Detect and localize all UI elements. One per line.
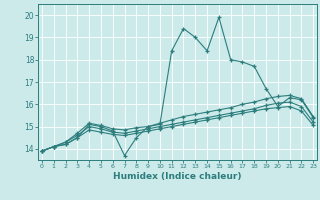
X-axis label: Humidex (Indice chaleur): Humidex (Indice chaleur) (113, 172, 242, 181)
